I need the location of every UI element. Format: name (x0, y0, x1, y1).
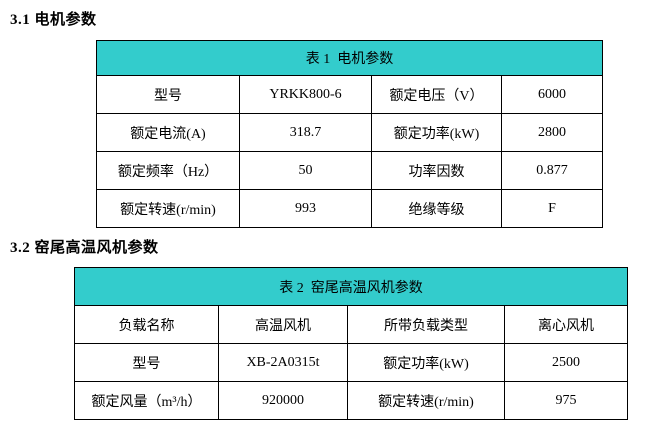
table-1-caption: 表 1 电机参数 (96, 40, 603, 76)
param-value: 975 (504, 381, 628, 420)
param-label: 额定电流(A) (96, 113, 240, 152)
param-value: YRKK800-6 (239, 75, 372, 114)
param-value: 0.877 (501, 151, 603, 190)
param-value: 2500 (504, 343, 628, 382)
param-label: 额定风量（m³/h） (74, 381, 219, 420)
param-label: 额定功率(kW) (371, 113, 502, 152)
param-label: 额定功率(kW) (347, 343, 505, 382)
fan-parameters-table: 表 2 窑尾高温风机参数 负载名称 高温风机 所带负载类型 离心风机 型号 XB… (74, 267, 628, 420)
param-label: 额定转速(r/min) (347, 381, 505, 420)
table-row: 额定风量（m³/h） 920000 额定转速(r/min) 975 (74, 381, 628, 420)
param-value: 50 (239, 151, 372, 190)
table-row: 型号 XB-2A0315t 额定功率(kW) 2500 (74, 343, 628, 382)
section-heading-3-1: 3.1 电机参数 (10, 12, 97, 28)
param-value: 920000 (218, 381, 348, 420)
param-label: 额定转速(r/min) (96, 189, 240, 228)
param-value: 318.7 (239, 113, 372, 152)
table-row: 额定频率（Hz） 50 功率因数 0.877 (96, 151, 603, 190)
param-value: 离心风机 (504, 305, 628, 344)
param-value: 2800 (501, 113, 603, 152)
param-label: 型号 (74, 343, 219, 382)
section-heading-3-2: 3.2 窑尾高温风机参数 (10, 240, 159, 256)
param-value: 993 (239, 189, 372, 228)
table-caption-row: 表 1 电机参数 (96, 40, 603, 76)
motor-parameters-table: 表 1 电机参数 型号 YRKK800-6 额定电压（V） 6000 额定电流(… (96, 40, 603, 228)
param-label: 额定频率（Hz） (96, 151, 240, 190)
param-label: 绝缘等级 (371, 189, 502, 228)
param-value: F (501, 189, 603, 228)
param-label: 所带负载类型 (347, 305, 505, 344)
param-value: XB-2A0315t (218, 343, 348, 382)
param-value: 高温风机 (218, 305, 348, 344)
table-row: 额定转速(r/min) 993 绝缘等级 F (96, 189, 603, 228)
table-row: 负载名称 高温风机 所带负载类型 离心风机 (74, 305, 628, 344)
param-label: 功率因数 (371, 151, 502, 190)
param-value: 6000 (501, 75, 603, 114)
table-row: 型号 YRKK800-6 额定电压（V） 6000 (96, 75, 603, 114)
param-label: 负载名称 (74, 305, 219, 344)
table-2-caption: 表 2 窑尾高温风机参数 (74, 267, 628, 306)
param-label: 型号 (96, 75, 240, 114)
table-row: 额定电流(A) 318.7 额定功率(kW) 2800 (96, 113, 603, 152)
table-caption-row: 表 2 窑尾高温风机参数 (74, 267, 628, 306)
param-label: 额定电压（V） (371, 75, 502, 114)
